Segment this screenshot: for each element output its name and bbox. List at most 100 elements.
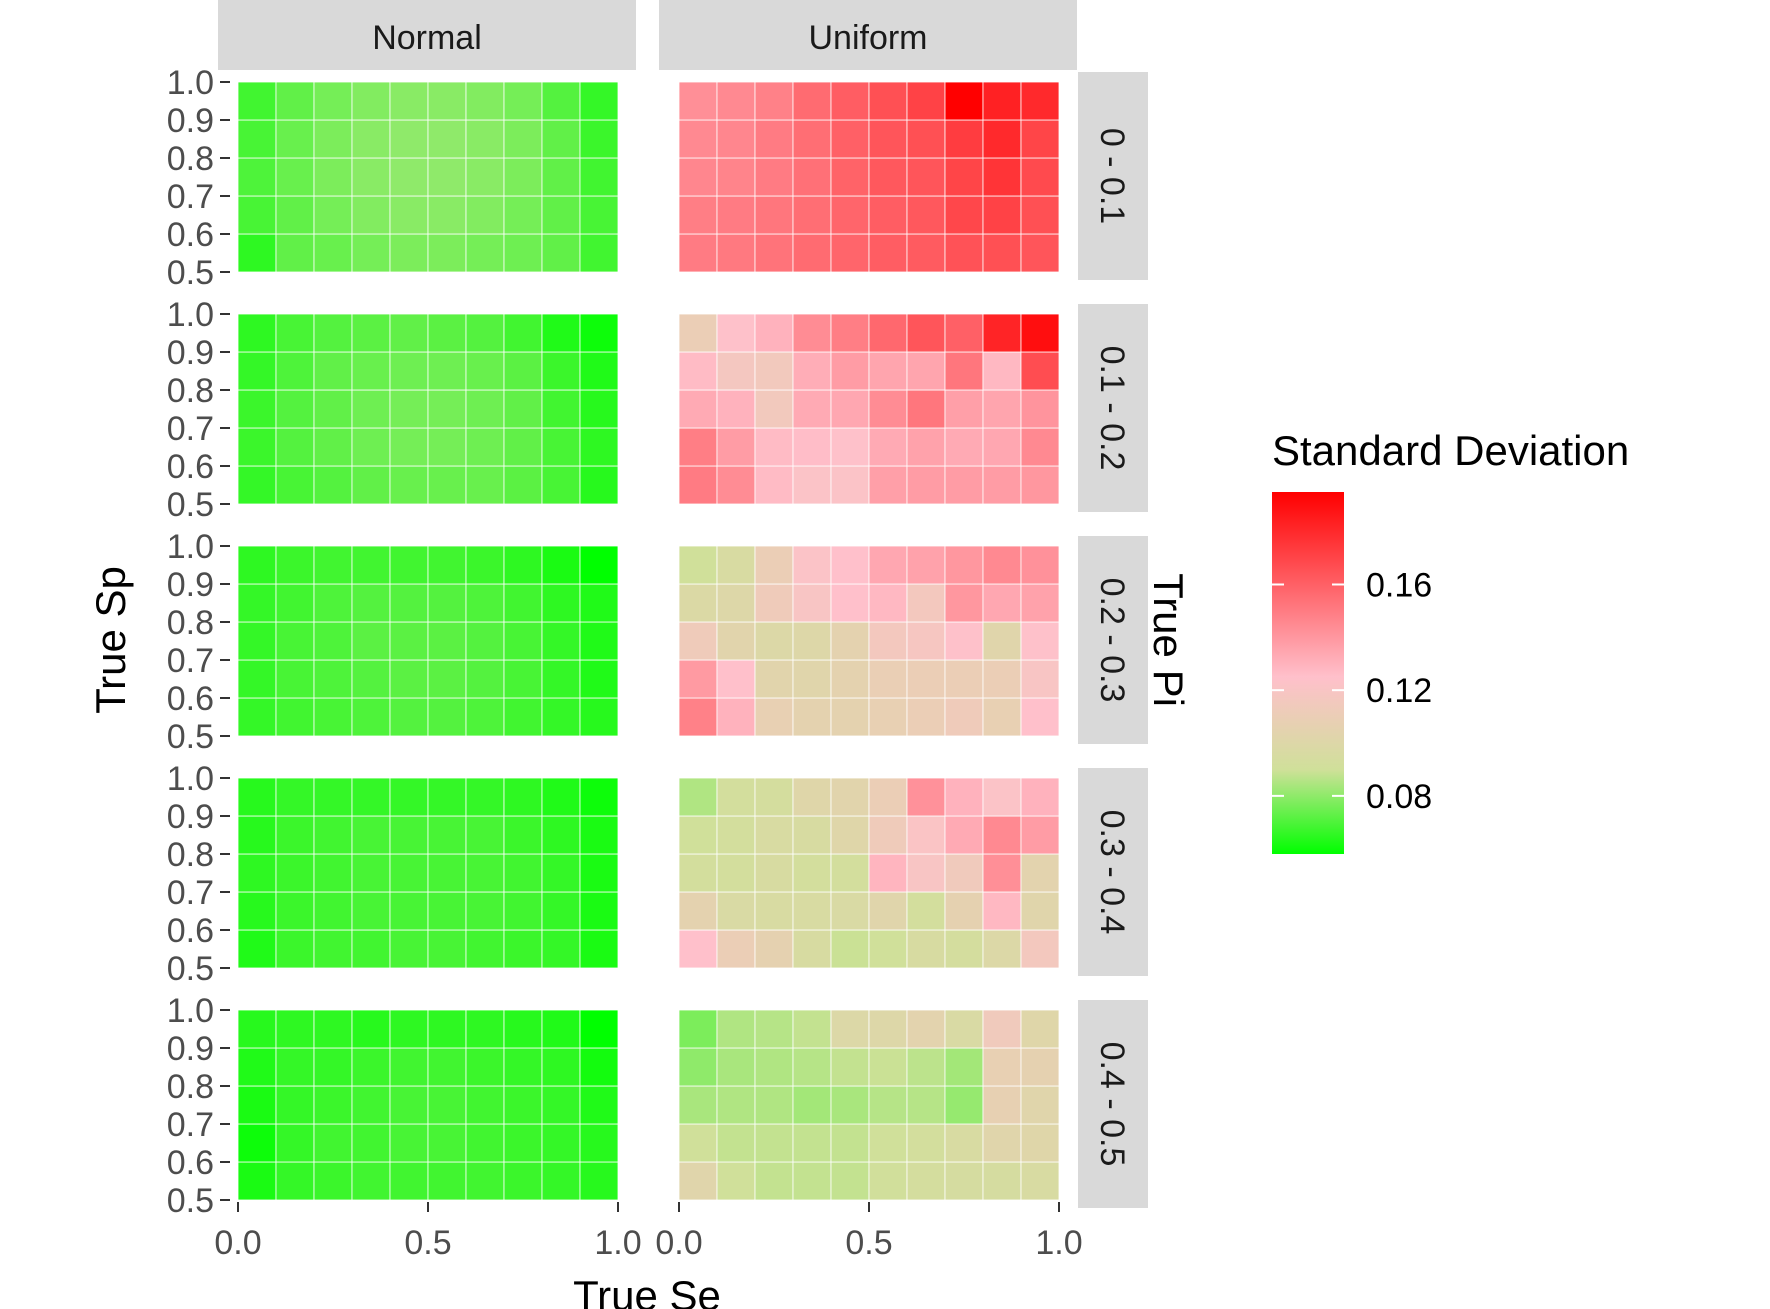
panel-normal-3 <box>237 545 619 737</box>
heatmap-cell <box>792 777 832 817</box>
heatmap-cell <box>275 777 315 817</box>
heatmap-cell <box>313 119 353 159</box>
x-axis-title: True Se <box>573 1272 721 1309</box>
heatmap-cell <box>275 465 315 505</box>
heatmap-cell <box>579 929 619 969</box>
heatmap-cell <box>1020 389 1060 429</box>
heatmap-cell <box>579 1047 619 1087</box>
heatmap-cell <box>868 1047 908 1087</box>
heatmap-cell <box>1020 81 1060 121</box>
heatmap-cell <box>237 1123 277 1163</box>
heatmap-cell <box>792 853 832 893</box>
heatmap-cell <box>313 777 353 817</box>
heatmap-cell <box>868 119 908 159</box>
heatmap-cell <box>313 81 353 121</box>
heatmap-cell <box>716 697 756 737</box>
heatmap-cell <box>313 1123 353 1163</box>
heatmap-cell <box>275 427 315 467</box>
heatmap-cell <box>982 545 1022 585</box>
heatmap-cell <box>275 891 315 931</box>
y-tick-label: 0.5 <box>167 718 214 756</box>
heatmap-cell <box>237 853 277 893</box>
heatmap-cell <box>1020 583 1060 623</box>
heatmap-cell <box>465 621 505 661</box>
heatmap-cell <box>868 853 908 893</box>
heatmap-cell <box>503 81 543 121</box>
heatmap-cell <box>868 1161 908 1201</box>
heatmap-cell <box>237 891 277 931</box>
heatmap-cell <box>792 195 832 235</box>
heatmap-cell <box>351 389 391 429</box>
heatmap-cell <box>792 891 832 931</box>
heatmap-cell <box>944 313 984 353</box>
heatmap-cell <box>868 351 908 391</box>
heatmap-cell <box>982 853 1022 893</box>
heatmap-cell <box>351 929 391 969</box>
strip-label-row-3: 0.2 - 0.3 <box>1093 578 1131 703</box>
heatmap-cell <box>465 195 505 235</box>
heatmap-cell <box>678 313 718 353</box>
heatmap-cell <box>427 81 467 121</box>
heatmap-cell <box>237 1085 277 1125</box>
heatmap-cell <box>982 313 1022 353</box>
heatmap-cell <box>503 195 543 235</box>
heatmap-cell <box>1020 195 1060 235</box>
heatmap-cell <box>351 1047 391 1087</box>
heatmap-cell <box>579 81 619 121</box>
heatmap-cell <box>982 815 1022 855</box>
heatmap-cell <box>579 313 619 353</box>
heatmap-cell <box>1020 1123 1060 1163</box>
heatmap-cell <box>465 659 505 699</box>
heatmap-cell <box>906 777 946 817</box>
heatmap-cell <box>541 427 581 467</box>
heatmap-cell <box>503 157 543 197</box>
heatmap-cell <box>275 853 315 893</box>
strip-row-3 <box>1078 536 1148 744</box>
strip-row-1 <box>1078 72 1148 280</box>
heatmap-cell <box>503 1047 543 1087</box>
heatmap-cell <box>427 621 467 661</box>
heatmap-cell <box>237 545 277 585</box>
panel-uniform-4 <box>678 777 1060 969</box>
heatmap-cell <box>944 583 984 623</box>
heatmap-cell <box>716 81 756 121</box>
heatmap-cell <box>503 465 543 505</box>
heatmap-cell <box>906 389 946 429</box>
heatmap-cell <box>830 1009 870 1049</box>
heatmap-cell <box>389 659 429 699</box>
heatmap-cell <box>678 427 718 467</box>
heatmap-cell <box>944 853 984 893</box>
heatmap-cell <box>868 233 908 273</box>
heatmap-cell <box>754 1085 794 1125</box>
heatmap-cell <box>465 427 505 467</box>
heatmap-cell <box>1020 427 1060 467</box>
x-tick-label: 1.0 <box>594 1224 641 1262</box>
heatmap-cell <box>579 157 619 197</box>
heatmap-cell <box>982 351 1022 391</box>
heatmap-cell <box>237 233 277 273</box>
heatmap-cell <box>830 81 870 121</box>
heatmap-cell <box>830 119 870 159</box>
heatmap-cell <box>427 659 467 699</box>
heatmap-cell <box>754 427 794 467</box>
heatmap-cell <box>716 465 756 505</box>
heatmap-cell <box>944 81 984 121</box>
heatmap-cell <box>830 427 870 467</box>
heatmap-cell <box>579 195 619 235</box>
heatmap-cell <box>830 545 870 585</box>
heatmap-cell <box>1020 351 1060 391</box>
heatmap-cell <box>1020 1009 1060 1049</box>
heatmap-cell <box>313 389 353 429</box>
heatmap-cell <box>678 233 718 273</box>
heatmap-cell <box>427 1009 467 1049</box>
heatmap-cell <box>465 1009 505 1049</box>
heatmap-cell <box>427 427 467 467</box>
panel-uniform-1 <box>678 81 1060 273</box>
heatmap-cell <box>754 81 794 121</box>
heatmap-cell <box>351 427 391 467</box>
heatmap-cell <box>503 929 543 969</box>
heatmap-cell <box>678 1047 718 1087</box>
heatmap-cell <box>982 233 1022 273</box>
heatmap-cell <box>313 157 353 197</box>
strip-row-2 <box>1078 304 1148 512</box>
